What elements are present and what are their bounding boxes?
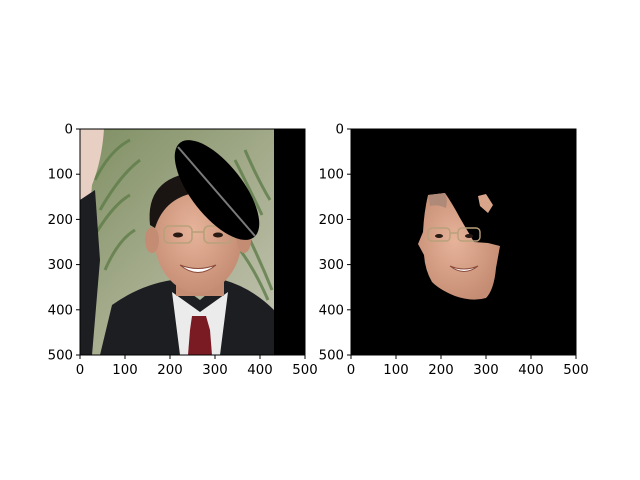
right-x-tick-label: 300 (473, 363, 498, 378)
left-x-tick-label: 0 (76, 363, 84, 378)
left-x-tick-label: 100 (112, 363, 137, 378)
left-y-tick-label: 200 (48, 213, 73, 228)
image-panel-mask (351, 129, 576, 355)
tie (188, 316, 212, 355)
right-y-tick-label: 0 (336, 123, 344, 138)
left-x-tick-label: 200 (157, 363, 182, 378)
right-y-tick-label: 200 (319, 213, 344, 228)
right-y-tick-label: 100 (319, 168, 344, 183)
left-y-tick-label: 500 (48, 349, 73, 364)
left-x-tick-label: 300 (202, 363, 227, 378)
right-y-tick-label: 400 (319, 303, 344, 318)
right-x-tick-label: 0 (347, 363, 355, 378)
left-x-tick-label: 400 (247, 363, 272, 378)
left-x-tick-label: 500 (292, 363, 317, 378)
face-patch (478, 194, 493, 213)
left-y-tick-label: 400 (48, 303, 73, 318)
right-x-tick-label: 400 (518, 363, 543, 378)
image-panel-photo (80, 129, 305, 355)
axes-frame-right (350, 128, 577, 356)
right-x-tick-label: 500 (563, 363, 588, 378)
occlusion-mask (174, 140, 260, 240)
left-y-tick-label: 100 (48, 168, 73, 183)
axes-frame-left (79, 128, 306, 356)
right-x-tick-label: 100 (383, 363, 408, 378)
face-region (418, 193, 500, 300)
right-y-tick-label: 300 (319, 258, 344, 273)
left-y-tick-label: 0 (65, 123, 73, 138)
right-y-tick-label: 500 (319, 349, 344, 364)
left-y-tick-label: 300 (48, 258, 73, 273)
right-x-tick-label: 200 (428, 363, 453, 378)
